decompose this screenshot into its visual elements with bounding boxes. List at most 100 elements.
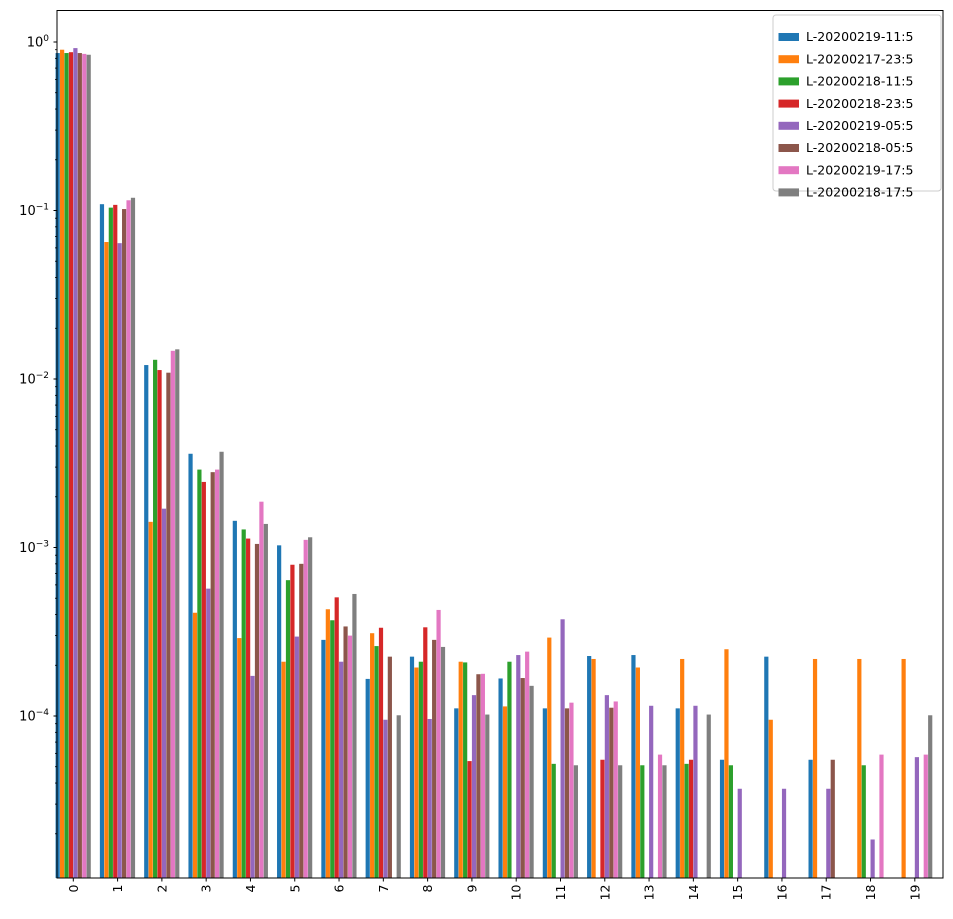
- bar: [237, 638, 242, 878]
- bar: [188, 453, 193, 878]
- bar: [613, 701, 618, 878]
- bar: [254, 543, 260, 878]
- bar: [219, 451, 224, 878]
- bar: [560, 619, 565, 878]
- x-tick-label: 13: [642, 885, 657, 901]
- legend-item: L-20200219-11:5: [778, 29, 913, 44]
- legend-item: L-20200218-11:5: [778, 74, 913, 89]
- bar: [808, 759, 813, 878]
- bar: [480, 673, 485, 878]
- bar: [569, 702, 574, 878]
- legend-label: L-20200219-05:5: [806, 118, 913, 133]
- bar: [440, 646, 446, 878]
- bar: [728, 765, 733, 878]
- x-tick-label: 18: [863, 884, 878, 900]
- legend-label: L-20200218-11:5: [806, 74, 913, 89]
- bar: [290, 564, 295, 878]
- bar: [706, 714, 711, 878]
- bar: [573, 765, 578, 878]
- bar: [396, 715, 401, 878]
- bar: [471, 695, 477, 878]
- legend-item: L-20200219-17:5: [778, 162, 913, 177]
- bar: [325, 609, 330, 878]
- legend-item: L-20200218-05:5: [778, 140, 913, 155]
- bar: [99, 204, 105, 878]
- legend-swatch: [778, 99, 799, 108]
- bar: [330, 620, 335, 878]
- x-tick-label: 7: [376, 885, 391, 893]
- bar: [64, 53, 69, 879]
- bar: [525, 651, 530, 878]
- bar: [901, 658, 906, 878]
- legend-label: L-20200218-23:5: [806, 96, 913, 111]
- bar: [215, 469, 220, 878]
- x-tick-label: 4: [243, 884, 258, 892]
- bar: [928, 715, 933, 878]
- legend-label: L-20200218-05:5: [806, 140, 913, 155]
- bar: [724, 649, 729, 878]
- bar: [684, 763, 689, 878]
- bar: [680, 658, 685, 878]
- bar: [618, 765, 623, 878]
- bar: [281, 661, 286, 878]
- bar: [609, 707, 614, 878]
- bar: [104, 242, 109, 878]
- bar: [432, 639, 437, 878]
- bar: [564, 708, 570, 878]
- bar: [277, 545, 282, 878]
- bar: [914, 757, 920, 878]
- bar: [263, 523, 268, 878]
- bar: [604, 695, 609, 878]
- x-tick-label: 10: [509, 884, 524, 900]
- legend-item: L-20200219-05:5: [778, 118, 913, 133]
- bar: [161, 508, 167, 878]
- bar: [365, 678, 370, 878]
- x-tick-label: 6: [332, 884, 347, 892]
- x-tick-label: 16: [774, 884, 789, 900]
- legend-item: L-20200217-23:5: [778, 51, 913, 66]
- bar: [250, 675, 255, 878]
- bar: [476, 674, 481, 878]
- bar: [259, 501, 264, 878]
- bar: [507, 661, 512, 878]
- bar: [587, 656, 592, 878]
- bar: [640, 765, 645, 878]
- x-tick-label: 2: [154, 885, 169, 893]
- x-tick-label: 17: [819, 885, 834, 901]
- bar: [308, 537, 313, 878]
- bar: [551, 763, 556, 878]
- bar: [414, 667, 419, 878]
- bar: [719, 759, 725, 878]
- bar: [206, 588, 211, 878]
- bar: [768, 719, 773, 878]
- bar: [409, 656, 415, 878]
- bar: [830, 759, 835, 878]
- bar: [153, 359, 158, 878]
- bar: [764, 656, 769, 878]
- legend-swatch: [778, 188, 799, 197]
- bar: [122, 209, 127, 879]
- x-tick-label: 12: [597, 885, 612, 901]
- bar: [347, 635, 353, 878]
- bar: [130, 197, 136, 878]
- plot-frame: [56, 10, 944, 879]
- bar: [383, 719, 388, 878]
- bar: [436, 609, 441, 878]
- legend-swatch: [778, 121, 799, 130]
- bar: [631, 655, 636, 878]
- legend-label: L-20200217-23:5: [806, 51, 913, 66]
- bars-group: [55, 48, 933, 879]
- x-tick-label: 9: [464, 884, 479, 892]
- bar: [870, 839, 875, 878]
- x-tick-label: 5: [287, 885, 302, 893]
- x-tick-label: 11: [553, 885, 568, 901]
- bar: [879, 754, 884, 878]
- x-tick-label: 0: [66, 884, 81, 892]
- bar: [175, 349, 180, 879]
- bar: [387, 656, 392, 878]
- bar: [73, 48, 78, 879]
- bar: [502, 706, 508, 878]
- bar: [662, 765, 667, 878]
- bar: [688, 759, 694, 878]
